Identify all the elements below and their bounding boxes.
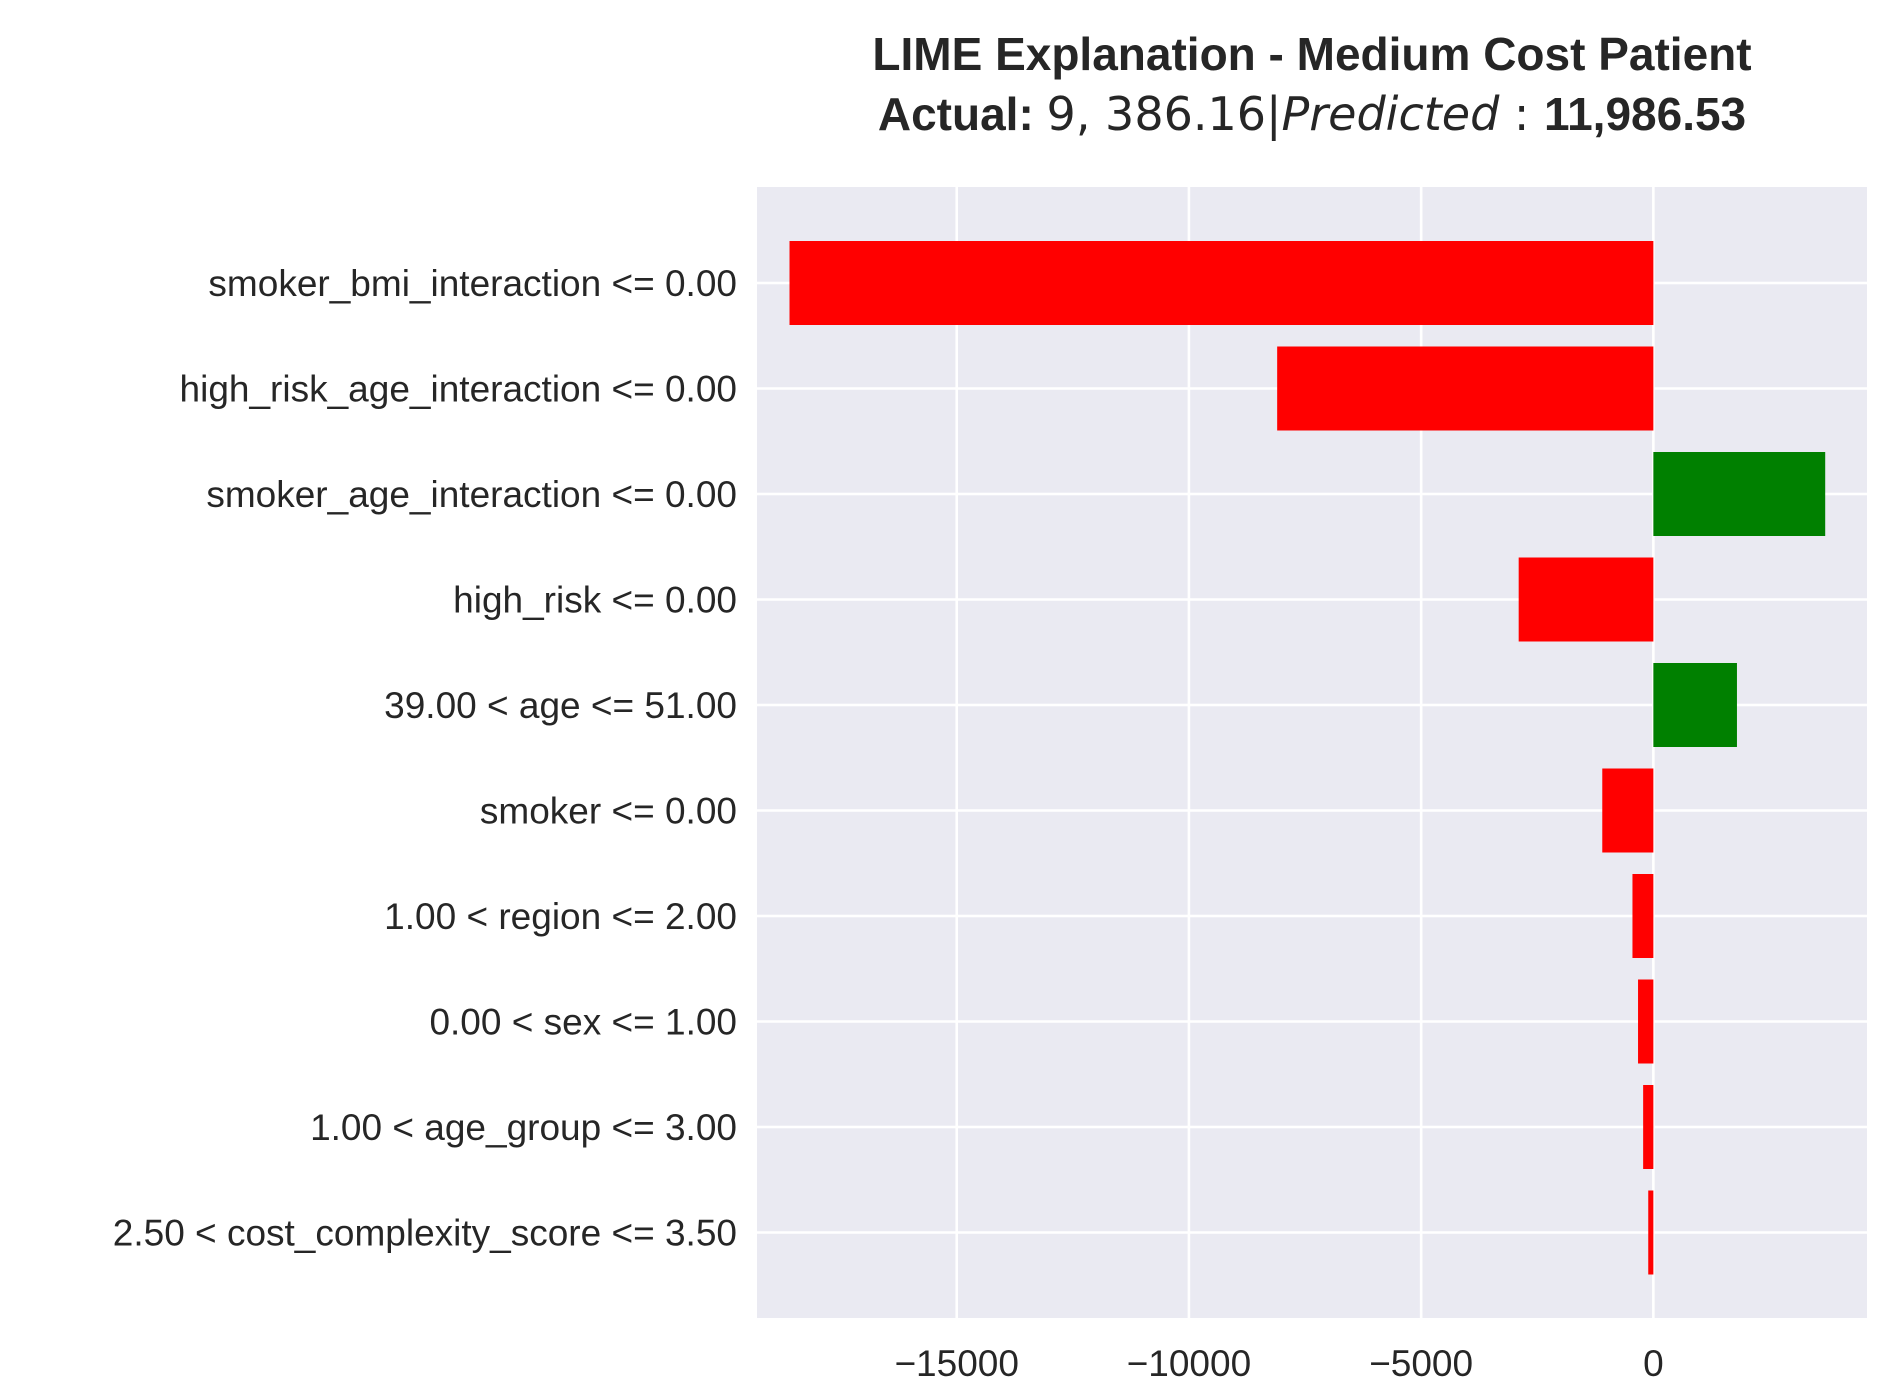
bar [1632, 874, 1653, 958]
y-tick-label: smoker_bmi_interaction <= 0.00 [208, 263, 737, 304]
y-tick-labels: smoker_bmi_interaction <= 0.00 high_risk_… [113, 263, 737, 1254]
y-tick-label: 1.00 < age_group <= 3.00 [310, 1107, 737, 1148]
x-tick-labels: −15000 −10000 −5000 0 [894, 1343, 1663, 1384]
y-tick-label: 1.00 < region <= 2.00 [384, 896, 737, 937]
bar [790, 241, 1654, 325]
y-tick-label: high_risk_age_interaction <= 0.00 [180, 369, 737, 410]
bar [1602, 769, 1653, 853]
bar [1643, 1085, 1653, 1169]
bar [1638, 980, 1653, 1064]
y-tick-label: smoker <= 0.00 [480, 791, 737, 832]
bar [1648, 1191, 1653, 1275]
x-tick-label: −15000 [894, 1343, 1019, 1384]
bar [1653, 452, 1825, 536]
y-tick-label: 2.50 < cost_complexity_score <= 3.50 [113, 1213, 737, 1254]
bar [1519, 558, 1654, 642]
y-tick-label: smoker_age_interaction <= 0.00 [206, 474, 737, 515]
y-tick-label: 0.00 < sex <= 1.00 [429, 1002, 737, 1043]
bar [1277, 347, 1653, 431]
x-tick-label: −10000 [1127, 1343, 1252, 1384]
x-tick-label: 0 [1643, 1343, 1664, 1384]
bar [1653, 663, 1737, 747]
x-tick-label: −5000 [1369, 1343, 1473, 1384]
y-tick-label: high_risk <= 0.00 [453, 580, 737, 621]
y-tick-label: 39.00 < age <= 51.00 [384, 685, 737, 726]
